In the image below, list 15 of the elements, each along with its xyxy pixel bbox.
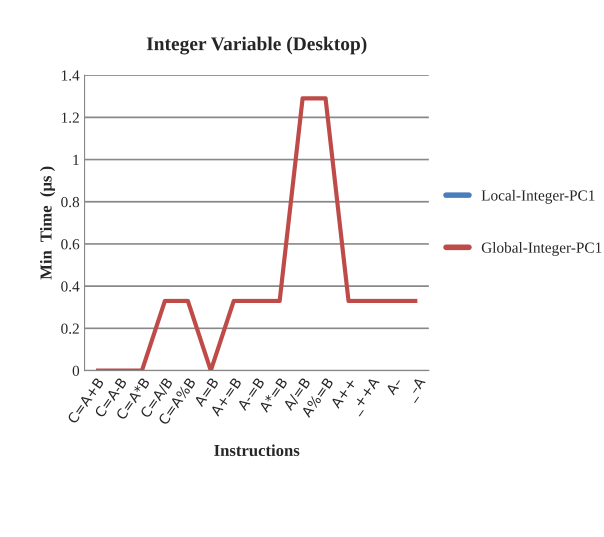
x-tick-label: _–A [404, 376, 428, 404]
y-tick-label: 0.2 [61, 323, 79, 334]
y-tick-label: 1.4 [62, 70, 80, 81]
chart-title: Integer Variable (Desktop) [146, 36, 366, 54]
x-tick-label: A– [385, 376, 403, 396]
y-axis-title: Min Time (μs ) [40, 166, 56, 280]
x-axis-title: Instructions [214, 444, 300, 456]
legend-label: Global-Integer-PC1 [482, 242, 602, 256]
y-tick-label: 1 [73, 154, 79, 165]
y-tick-label: 1.2 [62, 112, 79, 123]
y-tick-label: 0.8 [61, 196, 80, 208]
y-tick-label: 0.4 [61, 281, 80, 292]
y-tick-label: 0 [72, 366, 80, 376]
y-tick-label: 0.6 [61, 239, 80, 250]
legend-label: Local-Integer-PC1 [482, 190, 594, 204]
